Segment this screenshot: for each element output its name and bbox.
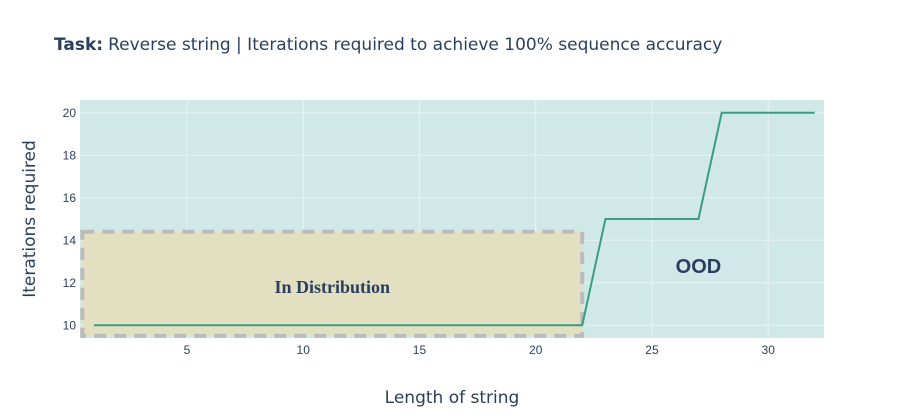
series-layer <box>93 111 815 327</box>
y-tick-label: 14 <box>63 233 77 247</box>
y-tick-label: 20 <box>63 106 77 120</box>
y-tick-label: 12 <box>63 276 77 290</box>
chart-title-main: Reverse string | Iterations required to … <box>108 35 722 55</box>
x-tick-label: 10 <box>297 343 311 357</box>
x-axis-title: Length of string <box>385 388 520 408</box>
y-axis-title: Iterations required <box>20 140 40 298</box>
y-tick-label: 18 <box>63 148 77 162</box>
x-tick-label: 15 <box>413 343 427 357</box>
in-distribution-region <box>80 229 585 338</box>
y-tick-label: 16 <box>63 191 77 205</box>
x-tick-label: 25 <box>645 343 659 357</box>
x-tick-label: 20 <box>529 343 543 357</box>
series-line-0 <box>93 111 815 327</box>
x-tick-label: 30 <box>762 343 776 357</box>
x-tick-label: 5 <box>184 343 191 357</box>
chart-title: Task: Reverse string | Iterations require… <box>54 35 722 55</box>
chart-title-prefix: Task: <box>54 35 103 55</box>
in-distribution-label: In Distribution <box>274 277 390 297</box>
ood-label: OOD <box>676 256 722 278</box>
tick-labels: 5 10 15 20 25 30 10 12 14 16 18 20 <box>63 106 776 357</box>
y-tick-label: 10 <box>63 318 77 332</box>
